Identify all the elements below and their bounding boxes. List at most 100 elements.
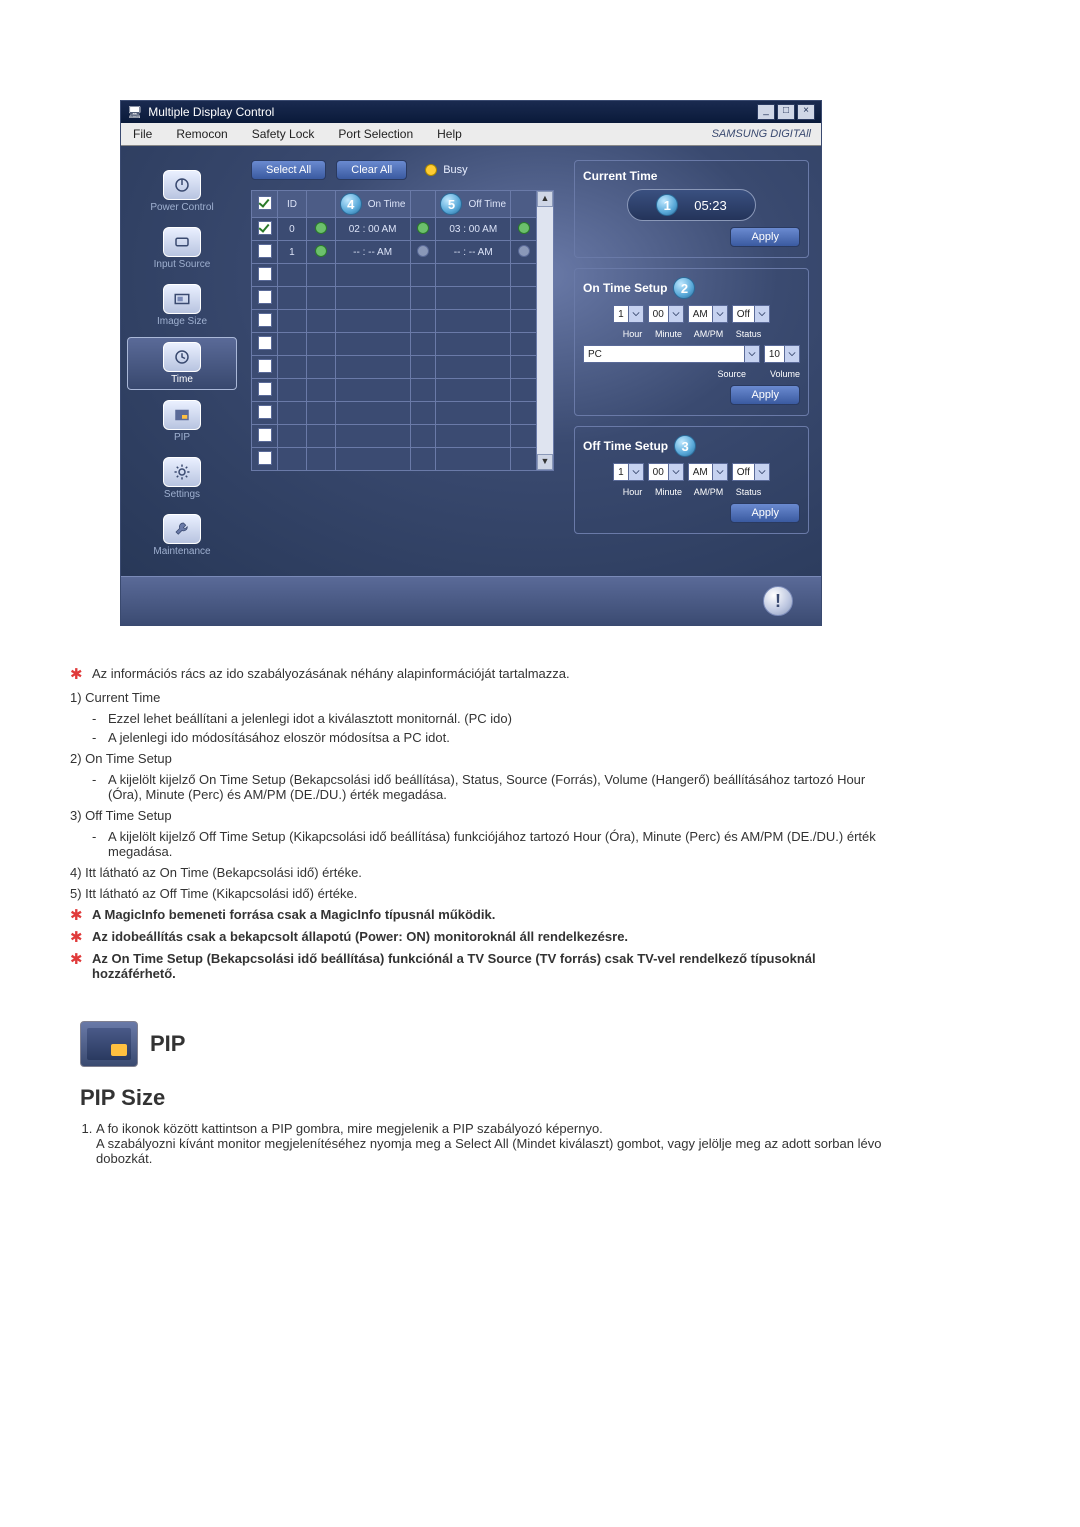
sidebar-power-control[interactable]: Power Control — [127, 166, 237, 217]
pip-heading: PIP — [150, 1031, 185, 1057]
time-icon — [163, 342, 201, 372]
menu-file[interactable]: File — [121, 123, 164, 145]
group-current-time: Current Time 1 05:23 Apply — [574, 160, 809, 258]
input-source-icon — [163, 227, 201, 257]
badge-5: 5 — [440, 193, 462, 215]
list-item: A fo ikonok között kattintson a PIP gomb… — [96, 1121, 890, 1166]
group-off-time: Off Time Setup 3 1 00 AM Off Hour Minute… — [574, 426, 809, 534]
minimize-button[interactable]: _ — [757, 104, 775, 120]
select-all-button[interactable]: Select All — [251, 160, 326, 180]
app-icon: 🖥 — [127, 105, 142, 119]
off-time-ampm[interactable]: AM — [688, 463, 728, 481]
chevron-down-icon — [754, 464, 769, 480]
sidebar-settings[interactable]: Settings — [127, 453, 237, 504]
titlebar: 🖥 Multiple Display Control _ □ × — [121, 101, 821, 123]
on-time-ampm[interactable]: AM — [688, 305, 728, 323]
table-row[interactable]: 002 : 00 AM03 : 00 AM — [252, 218, 537, 241]
sidebar-time[interactable]: Time — [127, 337, 237, 390]
apply-on-time[interactable]: Apply — [730, 385, 800, 405]
on-time-volume[interactable]: 10 — [764, 345, 800, 363]
badge-3: 3 — [674, 435, 696, 457]
sidebar-maintenance[interactable]: Maintenance — [127, 510, 237, 561]
row-checkbox[interactable] — [258, 267, 272, 281]
row-checkbox[interactable] — [258, 382, 272, 396]
table-row[interactable] — [252, 425, 537, 448]
off-time-hour[interactable]: 1 — [613, 463, 644, 481]
on-time-source[interactable]: PC — [583, 345, 760, 363]
off-time-title: Off Time Setup — [583, 439, 668, 453]
doc-note: Az On Time Setup (Bekapcsolási idő beáll… — [92, 951, 890, 981]
sidebar-pip[interactable]: PIP — [127, 396, 237, 447]
busy-label: Busy — [443, 164, 467, 176]
grid-scrollbar[interactable]: ▲ ▼ — [537, 190, 554, 471]
on-time-title: On Time Setup — [583, 281, 667, 295]
doc-sub: -Ezzel lehet beállítani a jelenlegi idot… — [92, 711, 890, 726]
chevron-down-icon — [668, 464, 683, 480]
sidebar-label: Maintenance — [153, 546, 210, 557]
table-row[interactable] — [252, 356, 537, 379]
doc-sub: -A kijelölt kijelző On Time Setup (Bekap… — [92, 772, 890, 802]
col-on-time: 4On Time — [335, 191, 410, 218]
col-off-time: 5Off Time — [436, 191, 511, 218]
row-checkbox[interactable] — [258, 336, 272, 350]
menu-safety-lock[interactable]: Safety Lock — [240, 123, 327, 145]
scroll-down-icon[interactable]: ▼ — [537, 454, 553, 470]
sidebar-image-size[interactable]: Image Size — [127, 280, 237, 331]
menu-port-selection[interactable]: Port Selection — [326, 123, 425, 145]
table-row[interactable] — [252, 310, 537, 333]
display-grid: ID 4On Time 5Off Time 002 : 00 AM03 : 00… — [251, 190, 537, 471]
row-checkbox[interactable] — [258, 221, 272, 235]
col-id: ID — [278, 191, 307, 218]
chevron-down-icon — [744, 346, 759, 362]
clear-all-button[interactable]: Clear All — [336, 160, 407, 180]
table-row[interactable] — [252, 333, 537, 356]
menu-remocon[interactable]: Remocon — [164, 123, 239, 145]
chevron-down-icon — [754, 306, 769, 322]
apply-current-time[interactable]: Apply — [730, 227, 800, 247]
close-button[interactable]: × — [797, 104, 815, 120]
row-checkbox[interactable] — [258, 405, 272, 419]
on-time-hour[interactable]: 1 — [613, 305, 644, 323]
row-checkbox[interactable] — [258, 313, 272, 327]
row-checkbox[interactable] — [258, 428, 272, 442]
sidebar-label: Power Control — [150, 202, 213, 213]
row-checkbox[interactable] — [258, 290, 272, 304]
power-control-icon — [163, 170, 201, 200]
info-icon[interactable]: ! — [763, 586, 793, 616]
col-check[interactable] — [252, 191, 278, 218]
busy-indicator: Busy — [425, 164, 467, 176]
table-row[interactable] — [252, 448, 537, 471]
pip-size-heading: PIP Size — [80, 1085, 890, 1111]
table-row[interactable]: 1-- : -- AM-- : -- AM — [252, 241, 537, 264]
doc-item: 4) Itt látható az On Time (Bekapcsolási … — [70, 865, 890, 880]
settings-icon — [163, 457, 201, 487]
menu-help[interactable]: Help — [425, 123, 474, 145]
row-checkbox[interactable] — [258, 244, 272, 258]
apply-off-time[interactable]: Apply — [730, 503, 800, 523]
row-checkbox[interactable] — [258, 451, 272, 465]
sidebar: Power Control Input Source Image Size Ti… — [121, 146, 243, 576]
table-row[interactable] — [252, 402, 537, 425]
sidebar-label: Input Source — [154, 259, 211, 270]
chevron-down-icon — [628, 306, 643, 322]
badge-4: 4 — [340, 193, 362, 215]
table-row[interactable] — [252, 287, 537, 310]
maintenance-icon — [163, 514, 201, 544]
sidebar-input-source[interactable]: Input Source — [127, 223, 237, 274]
scroll-up-icon[interactable]: ▲ — [537, 191, 553, 207]
center-area: Select All Clear All Busy ID 4On Time — [243, 146, 562, 576]
maximize-button[interactable]: □ — [777, 104, 795, 120]
intro-text: Az információs rács az ido szabályozásán… — [92, 666, 570, 684]
on-time-minute[interactable]: 00 — [648, 305, 684, 323]
row-checkbox[interactable] — [258, 359, 272, 373]
chevron-down-icon — [712, 306, 727, 322]
table-row[interactable] — [252, 264, 537, 287]
off-time-status[interactable]: Off — [732, 463, 770, 481]
star-icon: ✱ — [70, 907, 84, 925]
on-time-status[interactable]: Off — [732, 305, 770, 323]
off-time-minute[interactable]: 00 — [648, 463, 684, 481]
menubar: File Remocon Safety Lock Port Selection … — [121, 123, 821, 146]
table-row[interactable] — [252, 379, 537, 402]
doc-item: 1) Current Time — [70, 690, 890, 705]
star-icon: ✱ — [70, 666, 84, 684]
